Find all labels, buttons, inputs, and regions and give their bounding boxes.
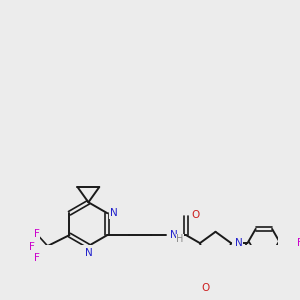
Text: N: N (110, 208, 117, 218)
Text: F: F (34, 229, 40, 239)
Text: H: H (176, 234, 184, 244)
Text: O: O (202, 283, 210, 293)
Text: N: N (85, 248, 92, 258)
Text: O: O (191, 209, 199, 220)
Text: N: N (235, 238, 243, 248)
Text: F: F (29, 242, 35, 252)
Text: N: N (170, 230, 178, 240)
Text: F: F (297, 238, 300, 248)
Text: F: F (34, 253, 40, 263)
